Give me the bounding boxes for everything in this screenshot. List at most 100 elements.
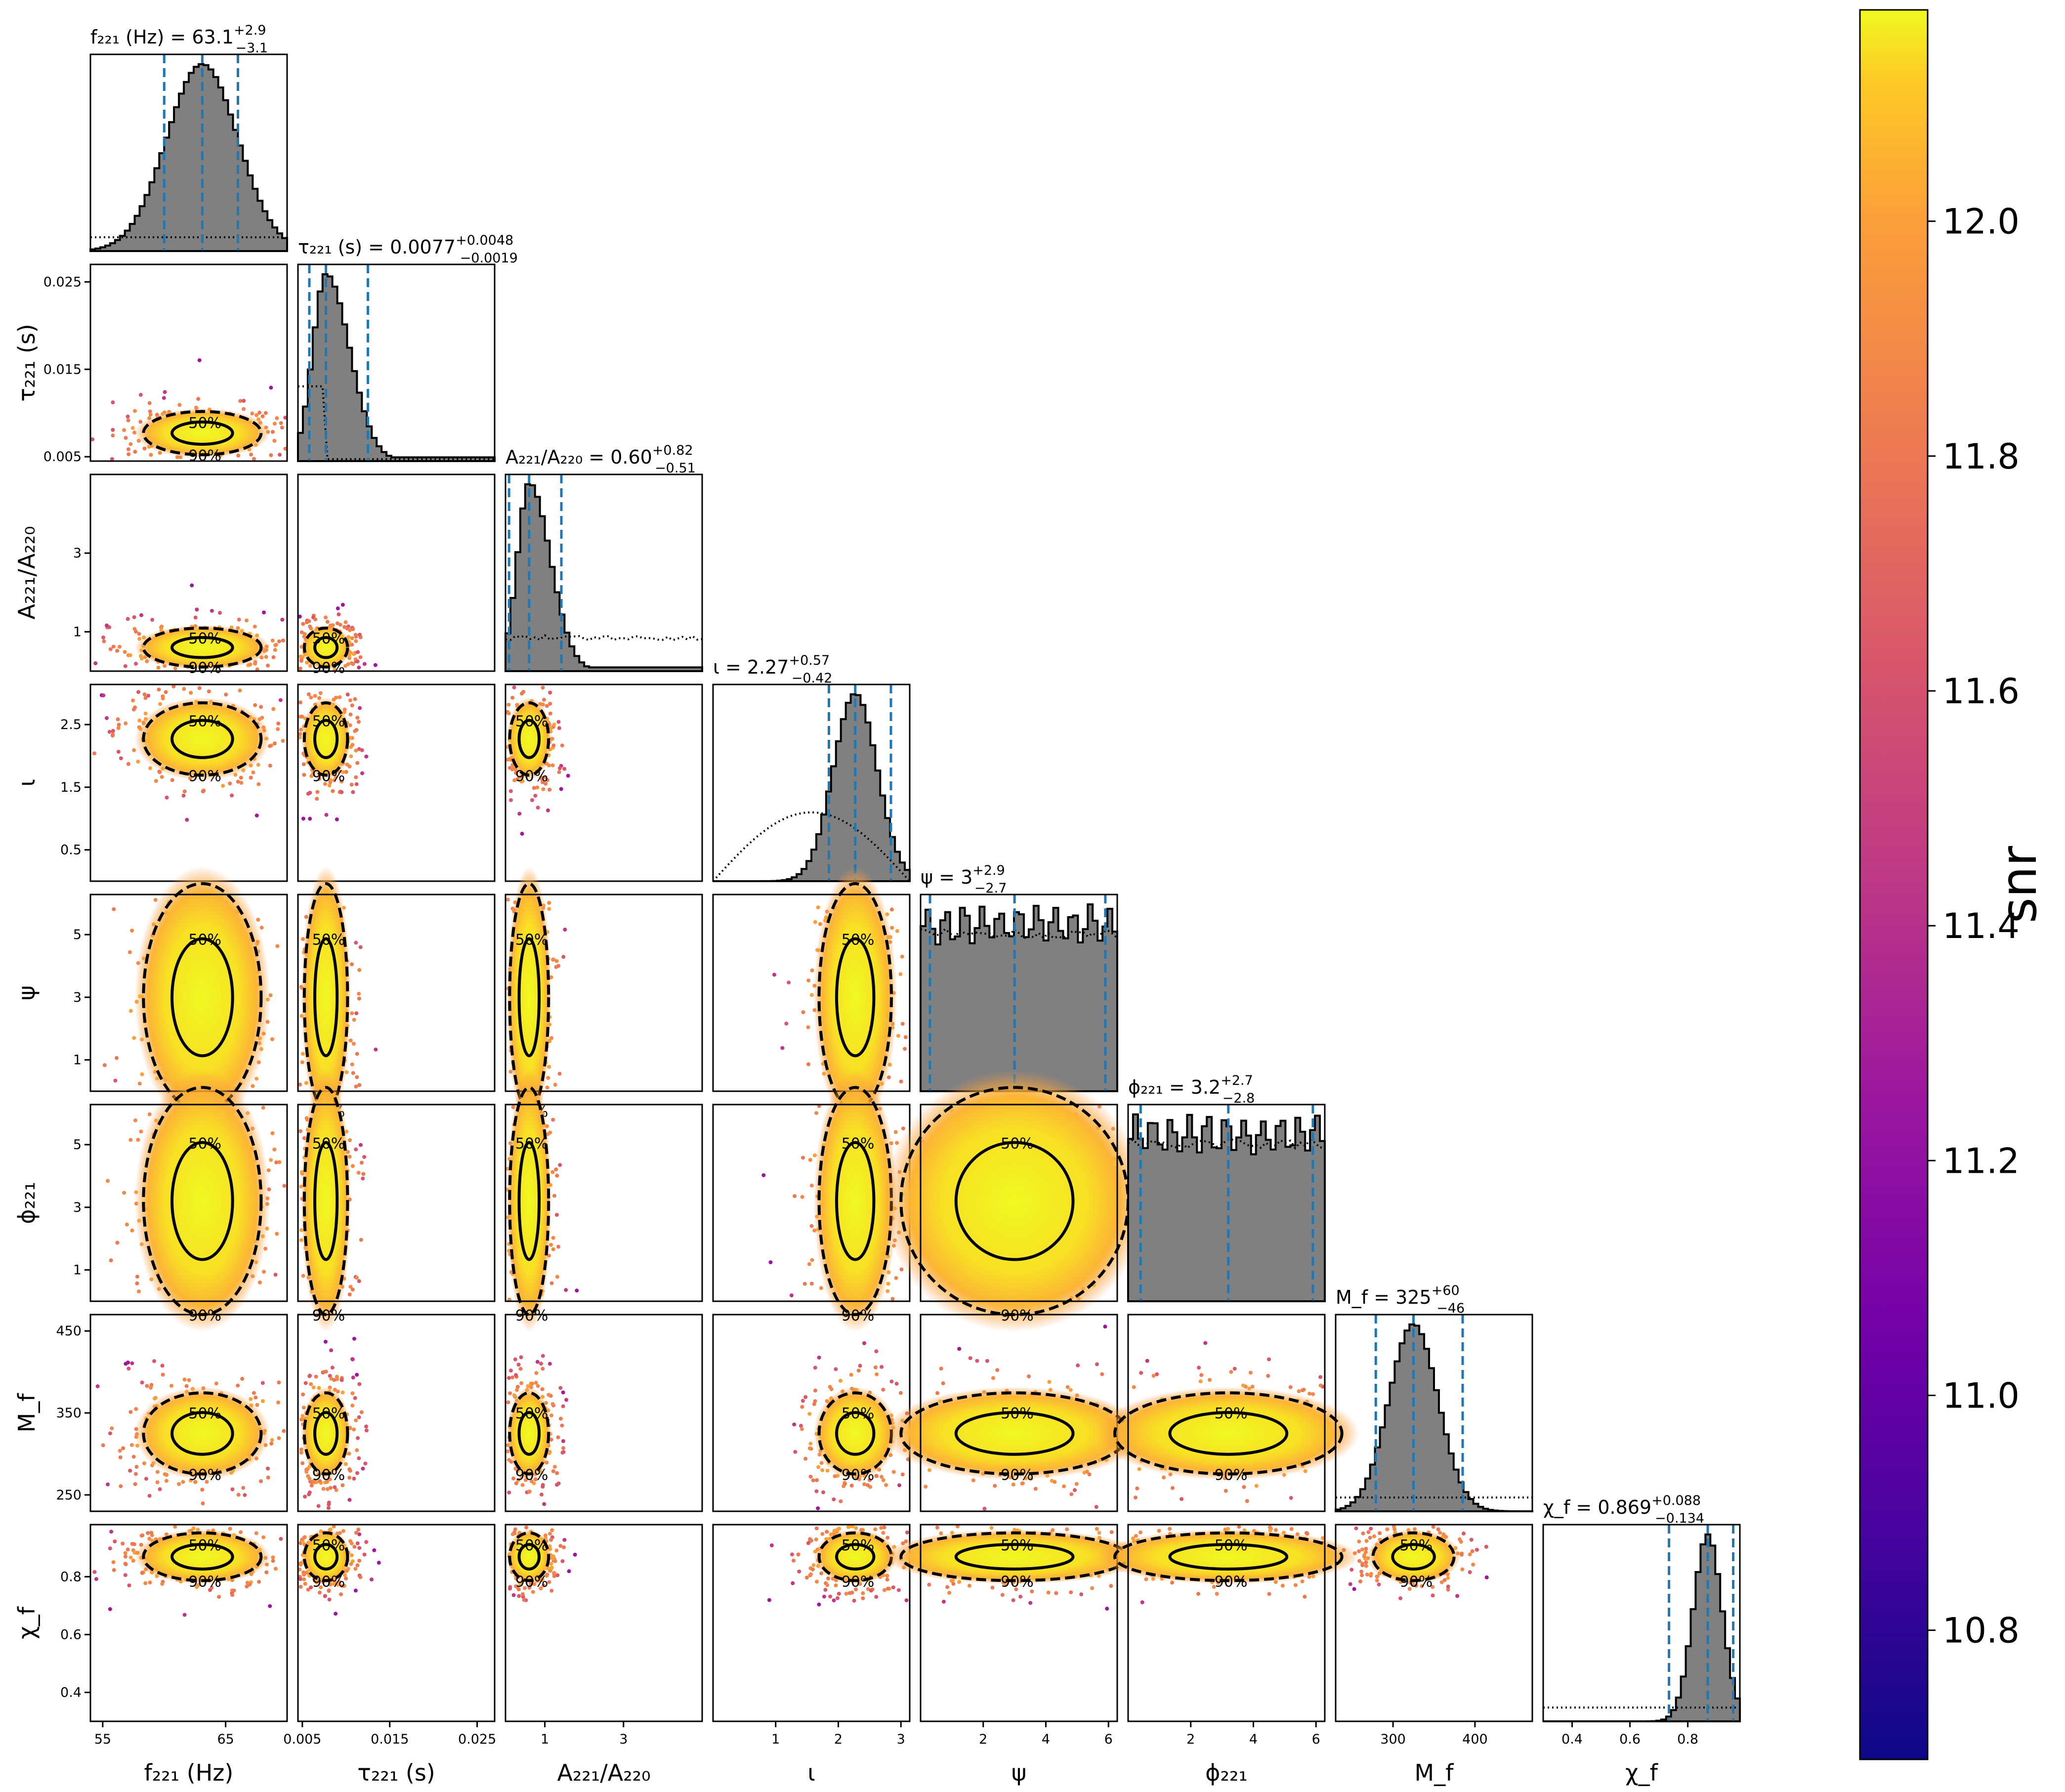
scatter-point <box>138 392 143 397</box>
scatter-point <box>359 1237 363 1242</box>
scatter-point <box>1062 1484 1066 1489</box>
scatter-point <box>171 684 176 689</box>
scatter-point <box>128 1009 133 1013</box>
density-core <box>506 1070 552 1332</box>
scatter-point <box>325 620 330 624</box>
scatter-point <box>527 1490 532 1494</box>
scatter-point <box>130 426 135 430</box>
scatter-point <box>182 687 186 691</box>
scatter-point <box>142 692 147 697</box>
scatter-point <box>809 1183 814 1188</box>
scatter-point <box>348 712 353 717</box>
scatter-point <box>300 1461 305 1465</box>
scatter-point <box>358 1143 363 1147</box>
scatter-point <box>941 1381 945 1385</box>
scatter-point <box>1198 1379 1203 1384</box>
scatter-point <box>512 778 517 782</box>
scatter-point <box>123 1554 127 1559</box>
scatter-point <box>802 1281 807 1286</box>
scatter-point <box>331 789 335 793</box>
scatter-point <box>201 1501 205 1506</box>
scatter-point <box>146 693 151 698</box>
scatter-point <box>814 1489 819 1493</box>
scatter-point <box>350 1404 355 1408</box>
scatter-point <box>134 1465 139 1469</box>
scatter-point <box>313 617 318 622</box>
scatter-point <box>324 812 329 817</box>
y-tick-label: 0.6 <box>60 1627 82 1642</box>
scatter-point <box>116 750 121 754</box>
scatter-point <box>164 690 168 694</box>
scatter-point <box>555 1471 559 1475</box>
scatter-point <box>157 687 161 692</box>
scatter-point <box>109 1258 113 1263</box>
scatter-point <box>108 1546 112 1551</box>
scatter-point <box>106 1482 110 1487</box>
scatter-point <box>957 1347 962 1351</box>
scatter-point <box>543 775 548 779</box>
scatter-point <box>545 704 549 708</box>
scatter-point <box>549 1281 554 1285</box>
scatter-point <box>807 1411 812 1416</box>
scatter-point <box>118 1449 122 1453</box>
y-axis-label: M_f <box>13 1393 40 1433</box>
density-core <box>134 866 270 1128</box>
scatter-point <box>561 955 566 959</box>
scatter-point <box>556 964 561 968</box>
scatter-point <box>793 1450 798 1454</box>
scatter-point <box>355 1471 359 1475</box>
scatter-point <box>133 630 138 634</box>
scatter-point <box>337 612 341 617</box>
scatter-point <box>814 1111 818 1115</box>
scatter-point <box>110 457 114 461</box>
scatter-point <box>254 1531 258 1536</box>
scatter-point <box>116 717 120 722</box>
scatter-point <box>327 1597 332 1602</box>
scatter-point <box>244 618 249 623</box>
scatter-point <box>520 832 524 836</box>
title-lower: −0.42 <box>792 671 833 686</box>
scatter-point <box>349 1541 354 1546</box>
scatter-point <box>534 1371 539 1375</box>
scatter-point <box>354 1418 358 1423</box>
scatter-point <box>164 1479 169 1483</box>
scatter-point <box>554 1167 558 1172</box>
y-tick-label: 5 <box>73 1137 82 1152</box>
prior-curve <box>298 385 495 461</box>
scatter-point <box>1203 1341 1208 1345</box>
scatter-point <box>128 1555 133 1560</box>
marginal-tau221: τ₂₂₁ (s) = 0.0077+0.0048 −0.0019 <box>297 233 518 462</box>
scatter-point <box>298 1129 303 1133</box>
scatter-point <box>358 706 362 710</box>
scatter-point <box>808 1157 812 1162</box>
scatter-point <box>519 1381 524 1385</box>
scatter-point <box>325 1487 330 1492</box>
scatter-point <box>1289 1495 1293 1500</box>
histogram-bars <box>1335 1323 1533 1512</box>
scatter-point <box>269 453 273 458</box>
x-tick-label: 0.005 <box>283 1732 321 1747</box>
scatter-point <box>270 1131 275 1136</box>
scatter-point <box>1318 1375 1323 1379</box>
scatter-point <box>982 1506 987 1511</box>
y-tick-label: 0.005 <box>43 449 82 465</box>
scatter-point <box>111 644 116 649</box>
scatter-point <box>340 1390 345 1395</box>
scatter-point <box>338 623 342 627</box>
marginal-title: τ₂₂₁ (s) = 0.0077+0.0048 −0.0019 <box>298 233 518 266</box>
y-tick-label: 250 <box>56 1488 82 1503</box>
scatter-point <box>561 1404 565 1408</box>
scatter-point <box>108 647 113 651</box>
scatter-point <box>260 414 265 419</box>
scatter-point <box>506 758 510 762</box>
scatter-point <box>110 1426 114 1431</box>
scatter-point <box>297 735 302 740</box>
scatter-point <box>148 766 153 770</box>
scatter-point <box>558 1386 563 1390</box>
scatter-point <box>314 1374 318 1379</box>
scatter-point <box>300 1539 305 1544</box>
title-upper: +2.7 <box>1221 1073 1253 1088</box>
scatter-point <box>516 1363 521 1367</box>
contour-label-90: 90% <box>312 1467 345 1484</box>
scatter-point <box>197 686 202 690</box>
